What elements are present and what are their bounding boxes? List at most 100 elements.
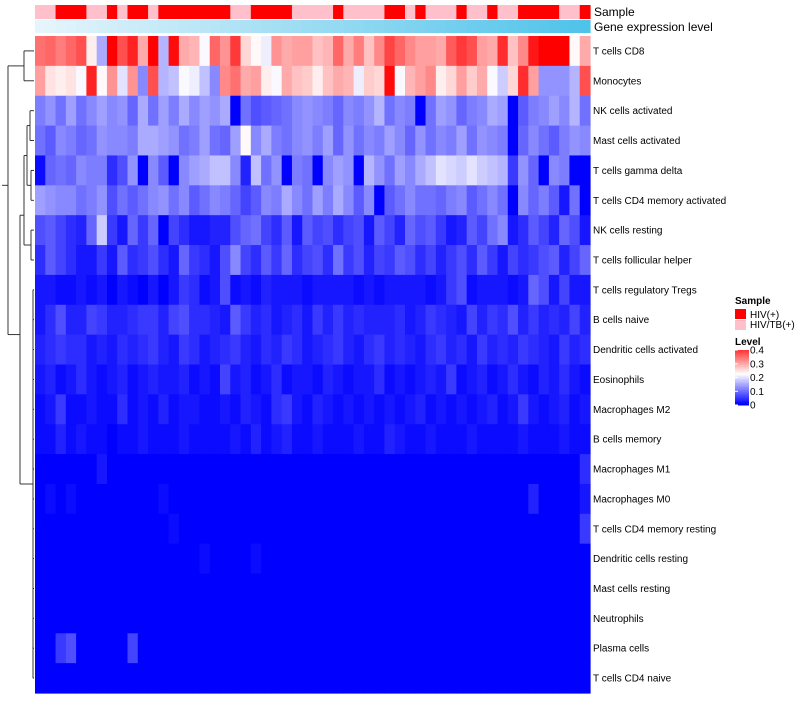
heatmap-cell	[148, 394, 159, 425]
heatmap-cell	[168, 125, 180, 157]
heatmap-cell	[548, 334, 560, 366]
heatmap-cell	[117, 424, 129, 455]
heatmap-cell	[538, 394, 550, 425]
heatmap-cell	[45, 125, 57, 157]
heatmap-cell	[446, 483, 457, 515]
heatmap-cell	[168, 663, 180, 694]
heatmap-cell	[250, 334, 262, 366]
heatmap-cell	[291, 155, 303, 186]
heatmap-cell	[189, 633, 201, 664]
sample-annotation-cell	[158, 5, 170, 19]
heatmap-cell	[55, 633, 67, 664]
heatmap-cell	[189, 215, 201, 246]
sample-annotation-cell	[322, 5, 334, 19]
heatmap-cell	[559, 304, 571, 336]
heatmap-cell	[466, 274, 478, 306]
heatmap-cell	[65, 334, 77, 366]
heatmap-cell	[384, 454, 396, 485]
heatmap-cell	[394, 663, 406, 694]
colorbar-step	[735, 388, 749, 391]
heatmap-cell	[569, 483, 581, 515]
gene-expression-cell	[281, 20, 293, 33]
gene-expression-cell	[45, 20, 57, 33]
heatmap-cell	[507, 155, 519, 186]
heatmap-cell	[579, 364, 591, 395]
heatmap-cell	[117, 334, 129, 366]
heatmap-cell	[312, 513, 324, 545]
heatmap-cell	[466, 245, 478, 276]
heatmap-cell	[538, 513, 550, 545]
heatmap-cell	[302, 334, 314, 366]
heatmap-cell	[168, 513, 180, 545]
heatmap-cell	[148, 304, 159, 336]
heatmap-cell	[96, 95, 108, 127]
heatmap-cell	[158, 424, 170, 455]
heatmap-cell	[220, 424, 231, 455]
heatmap-cell	[538, 304, 550, 336]
heatmap-cell	[76, 573, 87, 605]
heatmap-cell	[487, 573, 499, 605]
heatmap-cell	[487, 663, 499, 694]
sample-annotation-cell	[425, 5, 437, 19]
heatmap-cell	[281, 36, 293, 67]
heatmap-cell	[168, 36, 180, 67]
heatmap-cell	[518, 454, 529, 485]
heatmap-cell	[343, 245, 355, 276]
heatmap-cell	[55, 573, 67, 605]
heatmap-cell	[148, 36, 159, 67]
heatmap-cell	[230, 573, 242, 605]
heatmap-cell	[507, 573, 519, 605]
gene-expression-cell	[127, 20, 139, 33]
heatmap-cell	[291, 513, 303, 545]
heatmap-cell	[518, 245, 529, 276]
sample-annotation-cell	[230, 5, 242, 19]
gene-expression-cell	[466, 20, 478, 33]
heatmap-cell	[569, 454, 581, 485]
heatmap-cell	[230, 125, 242, 157]
heatmap-cell	[76, 215, 87, 246]
heatmap-cell	[148, 274, 159, 306]
heatmap-cell	[158, 334, 170, 366]
heatmap-cell	[137, 245, 149, 276]
heatmap-cell	[137, 663, 149, 694]
heatmap-cell	[137, 543, 149, 575]
heatmap-cell	[189, 185, 201, 216]
heatmap-cell	[425, 215, 437, 246]
heatmap-cell	[548, 65, 560, 97]
heatmap-cell	[178, 334, 190, 366]
heatmap-cell	[271, 454, 283, 485]
heatmap-cell	[65, 454, 77, 485]
gene-expression-cell	[415, 20, 427, 33]
heatmap-cell	[178, 95, 190, 127]
heatmap-cell	[35, 394, 46, 425]
heatmap-cell	[528, 155, 540, 186]
heatmap-cell	[487, 633, 499, 664]
heatmap-cell	[148, 513, 159, 545]
heatmap-cell	[415, 245, 427, 276]
colorbar-step	[735, 362, 749, 365]
heatmap-cell	[76, 274, 87, 306]
heatmap-cell	[117, 603, 129, 634]
heatmap-cell	[579, 454, 591, 485]
heatmap-cell	[261, 513, 272, 545]
heatmap-cell	[148, 245, 159, 276]
heatmap-cell	[415, 573, 427, 605]
heatmap-cell	[528, 543, 540, 575]
heatmap-cell	[466, 663, 478, 694]
heatmap-cell	[158, 543, 170, 575]
heatmap-cell	[261, 155, 272, 186]
heatmap-cell	[353, 245, 365, 276]
gene-expression-cell	[199, 20, 211, 33]
heatmap-cell	[86, 334, 98, 366]
colorbar-step	[735, 400, 749, 403]
heatmap-cell	[466, 513, 478, 545]
heatmap-cell	[302, 513, 314, 545]
heatmap-cell	[466, 215, 478, 246]
heatmap-cell	[435, 155, 447, 186]
heatmap-cell	[528, 125, 540, 157]
heatmap-cell	[35, 454, 46, 485]
heatmap-cell	[405, 95, 416, 127]
sample-annotation-bar	[35, 5, 591, 19]
heatmap-cell	[127, 36, 139, 67]
heatmap-cell	[312, 185, 324, 216]
